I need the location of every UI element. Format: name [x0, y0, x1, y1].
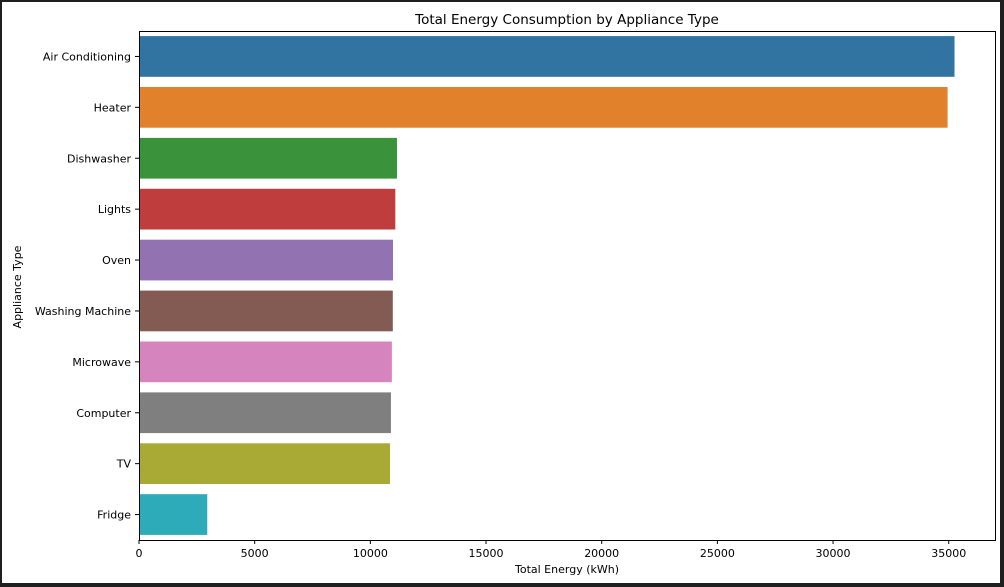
bar-fridge	[139, 494, 208, 535]
x-tick-label: 10000	[353, 547, 388, 560]
x-axis-label: Total Energy (kWh)	[514, 563, 619, 576]
y-tick-label: Fridge	[97, 509, 131, 522]
x-axis-ticks: 0 5000 10000 15000 20000 25000 30000 35000	[136, 540, 966, 560]
y-tick-label: Air Conditioning	[43, 50, 131, 63]
bar-computer	[139, 392, 391, 434]
x-tick-label: 35000	[931, 547, 966, 560]
bar-air-conditioning	[139, 36, 955, 77]
bar-dishwasher	[139, 137, 397, 179]
y-axis-label: Appliance Type	[11, 245, 24, 328]
x-tick-label: 25000	[700, 547, 735, 560]
y-tick-label: TV	[116, 458, 132, 471]
chart-title: Total Energy Consumption by Appliance Ty…	[414, 12, 719, 28]
x-tick-label: 5000	[241, 547, 269, 560]
bar-oven	[139, 239, 394, 281]
y-tick-label: Microwave	[72, 356, 131, 369]
bars-group	[139, 36, 955, 535]
y-tick-label: Lights	[98, 203, 131, 216]
x-tick-label: 15000	[469, 547, 504, 560]
x-tick-label: 0	[136, 547, 143, 560]
y-tick-label: Oven	[102, 254, 131, 267]
y-axis-ticks: Air Conditioning Heater Dishwasher Lights Ov…	[35, 50, 139, 522]
y-tick-label: Heater	[94, 101, 132, 114]
y-tick-label: Dishwasher	[67, 152, 131, 165]
x-tick-label: 20000	[584, 547, 619, 560]
plot-area-border	[139, 31, 996, 541]
bar-microwave	[139, 341, 392, 383]
x-tick-label: 30000	[816, 547, 851, 560]
bar-heater	[139, 86, 948, 128]
y-tick-label: Washing Machine	[35, 305, 131, 318]
bar-washing-machine	[139, 290, 393, 332]
bar-tv	[139, 443, 391, 485]
bar-lights	[139, 188, 396, 230]
y-tick-label: Computer	[76, 407, 131, 420]
